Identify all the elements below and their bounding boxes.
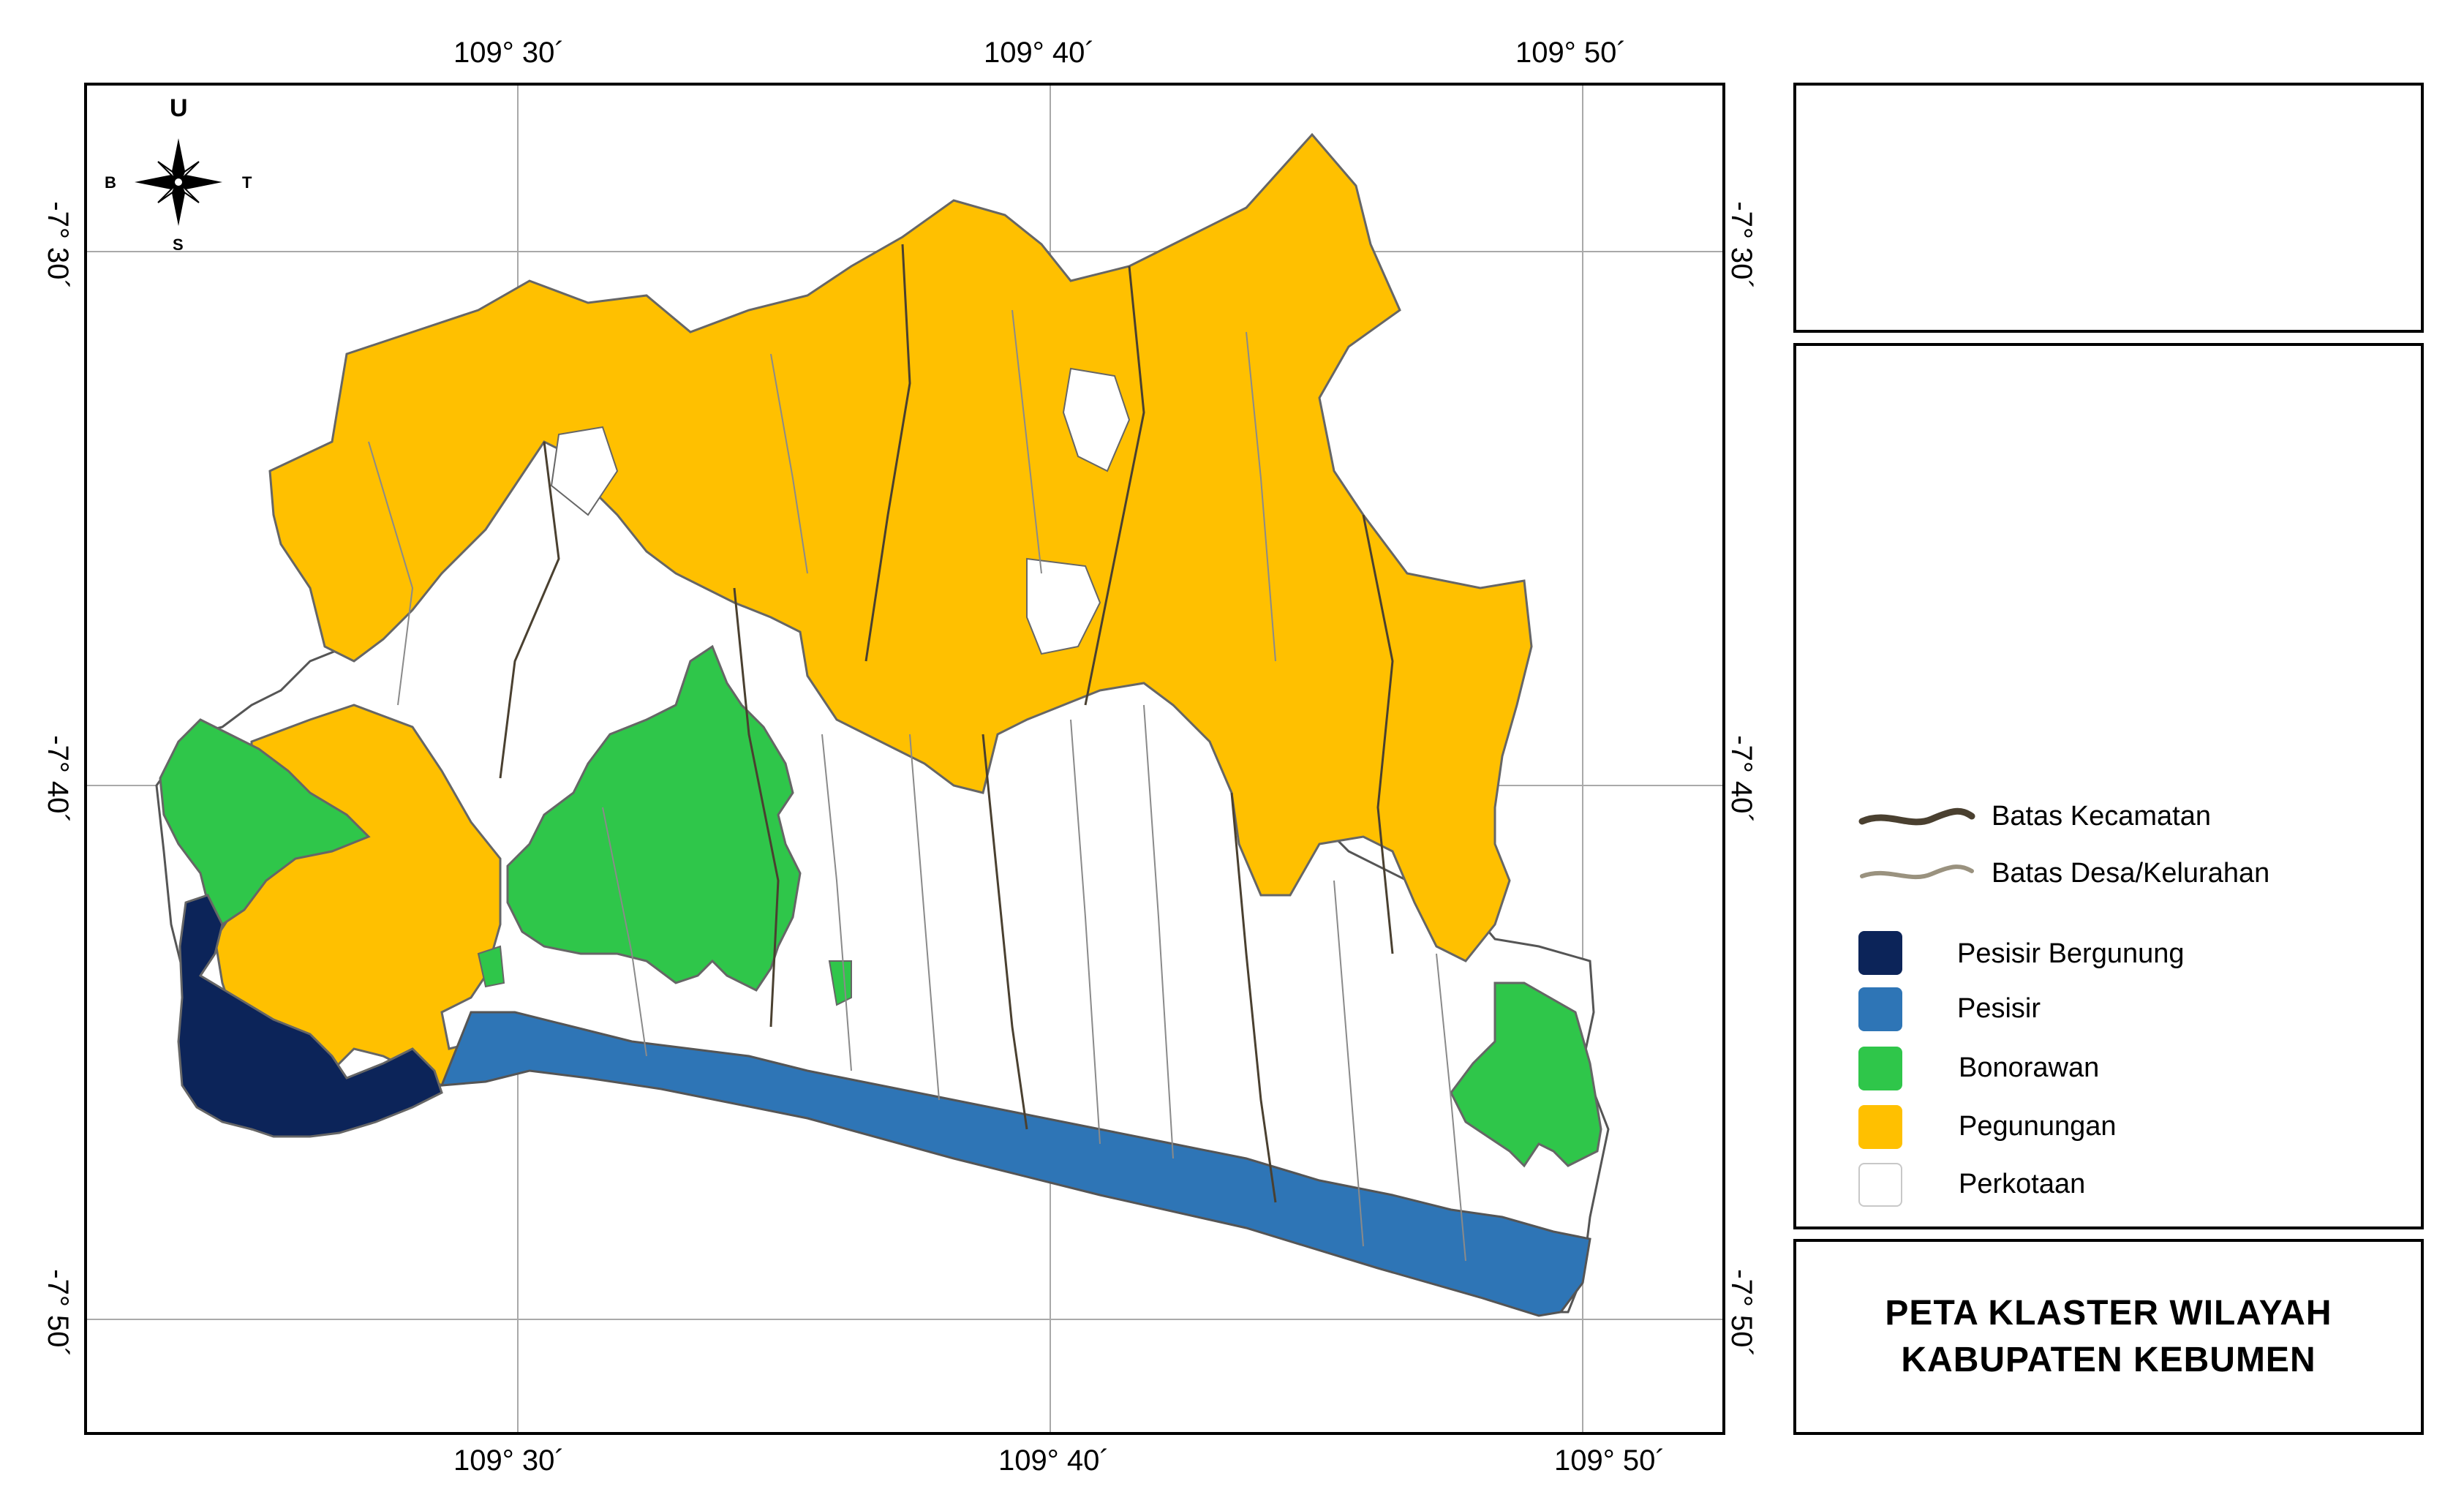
batas-desa-line-11	[1246, 331, 1276, 662]
coord-top-2: 109° 40´	[984, 37, 1095, 69]
coord-left-3: -7° 50´	[41, 1269, 74, 1357]
batas-desa-line-3	[909, 734, 940, 1101]
enclave-perkotaan-1	[1062, 367, 1131, 472]
legend-swatch-pegunungan	[1858, 1105, 1902, 1149]
batas-kecamatan-line-2	[733, 587, 780, 1028]
legend-swatch-pesisir	[1858, 987, 1902, 1031]
map-canvas[interactable]	[87, 86, 1722, 1432]
batas-kecamatan-line-7	[1362, 514, 1394, 954]
legend-label-kecamatan: Batas Kecamatan	[1992, 801, 2211, 832]
batas-desa-line-9	[770, 353, 808, 574]
coord-right-1: -7° 30´	[1725, 201, 1757, 290]
compass-west-label: B	[105, 173, 116, 192]
batas-desa-line-4	[1070, 719, 1101, 1145]
coord-top-1: 109° 30´	[453, 37, 565, 69]
coord-top-3: 109° 50´	[1515, 37, 1627, 69]
enclave-perkotaan-3	[550, 426, 619, 516]
compass-point-west	[135, 175, 178, 189]
compass-point-east	[178, 175, 222, 189]
compass-point-ne	[181, 161, 200, 180]
compass-point-se	[181, 184, 200, 203]
coord-right-3: -7° 50´	[1725, 1269, 1757, 1357]
batas-kecamatan-line-5	[864, 244, 911, 662]
legend-box: Batas Kecamatan Batas Desa/Kelurahan Pes…	[1793, 343, 2424, 1229]
batas-kecamatan-line-6	[1084, 265, 1145, 706]
region-bonorawan-east[interactable]	[1450, 981, 1602, 1168]
batas-desa-line-7	[1436, 953, 1466, 1262]
batas-kecamatan-line-4	[1230, 792, 1277, 1203]
coord-left-1: -7° 30´	[41, 201, 74, 290]
title-box	[1793, 83, 2424, 333]
compass-point-nw	[157, 161, 176, 180]
region-bonorawan-patch-1	[477, 945, 505, 988]
compass-east-label: T	[242, 173, 252, 192]
region-pegunungan-north[interactable]	[268, 132, 1533, 962]
map-title-line-2: KABUPATEN KEBUMEN	[1901, 1341, 2316, 1379]
legend-label-pesisir-bergunung: Pesisir Bergunung	[1957, 938, 2185, 969]
coord-bottom-1: 109° 30´	[453, 1444, 565, 1477]
compass-point-sw	[157, 184, 176, 203]
legend-label-perkotaan: Perkotaan	[1959, 1169, 2086, 1199]
map-frame[interactable]: U S B T	[84, 83, 1725, 1435]
compass-rose	[135, 138, 222, 226]
legend-swatch-pesisir-bergunung	[1858, 931, 1902, 975]
batas-desa-line-2	[821, 734, 852, 1071]
coord-bottom-3: 109° 50´	[1554, 1444, 1665, 1477]
caption-box: PETA KLASTER WILAYAH KABUPATEN KEBUMEN	[1793, 1239, 2424, 1435]
legend-line-kecamatan-symbol	[1858, 807, 1975, 826]
compass-center	[173, 177, 184, 187]
coord-right-2: -7° 40´	[1725, 735, 1757, 824]
legend-label-pegunungan: Pegunungan	[1959, 1111, 2117, 1142]
legend-label-desa: Batas Desa/Kelurahan	[1992, 858, 2270, 889]
batas-desa-line-5	[1143, 704, 1174, 1159]
batas-desa-line-1	[602, 807, 647, 1057]
compass-south-label: S	[173, 235, 184, 254]
coord-left-2: -7° 40´	[41, 735, 74, 824]
boundary-lines	[499, 244, 1394, 1203]
compass-point-north	[171, 138, 186, 182]
enclave-perkotaan-2	[1026, 557, 1101, 655]
compass-point-south	[171, 182, 186, 226]
legend-swatch-bonorawan	[1858, 1047, 1902, 1090]
compass-north-label: U	[170, 94, 188, 122]
coord-bottom-2: 109° 40´	[998, 1444, 1109, 1477]
batas-desa-line-10	[1011, 309, 1042, 574]
village-boundary-lines	[368, 309, 1466, 1262]
batas-kecamatan-line-3	[982, 734, 1028, 1130]
legend-label-pesisir: Pesisir	[1957, 993, 2041, 1024]
batas-desa-line-8	[368, 441, 414, 706]
region-bonorawan-west[interactable]	[159, 718, 371, 927]
batas-kecamatan-line-1	[499, 441, 560, 779]
region-pesisir[interactable]	[440, 1011, 1591, 1317]
batas-desa-line-6	[1333, 880, 1364, 1247]
region-pesisir-bergunung[interactable]	[177, 894, 443, 1138]
map-title-line-1: PETA KLASTER WILAYAH	[1885, 1294, 2332, 1333]
region-bonorawan-central[interactable]	[506, 644, 802, 992]
legend-swatch-perkotaan	[1858, 1163, 1902, 1207]
legend-label-bonorawan: Bonorawan	[1959, 1052, 2100, 1083]
legend-line-desa-symbol	[1860, 864, 1974, 880]
